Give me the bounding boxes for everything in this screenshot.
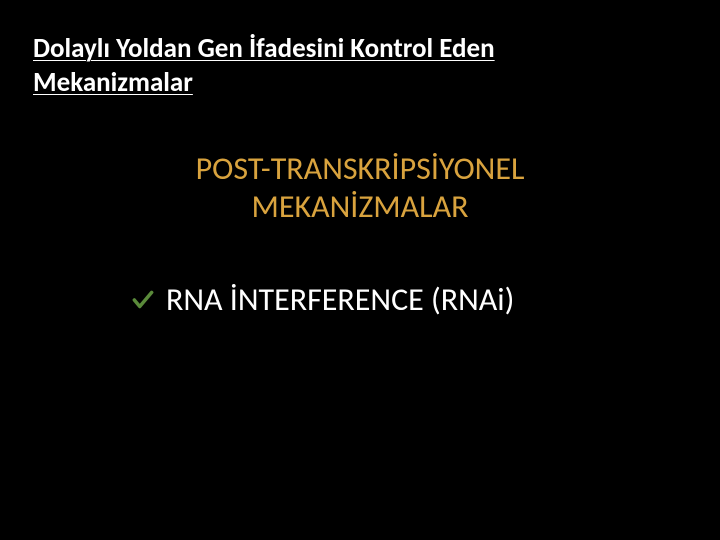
- bullet-text: RNA İNTERFERENCE (RNAi): [166, 280, 514, 319]
- subtitle-line1: POST-TRANSKRİPSİYONEL: [196, 149, 525, 188]
- slide-heading: Dolaylı Yoldan Gen İfadesini Kontrol Ede…: [33, 32, 495, 100]
- bullet-row: RNA İNTERFERENCE (RNAi): [130, 280, 514, 319]
- slide-container: Dolaylı Yoldan Gen İfadesini Kontrol Ede…: [0, 0, 720, 540]
- check-icon: [130, 287, 156, 313]
- heading-line1: Dolaylı Yoldan Gen İfadesini Kontrol Ede…: [33, 32, 495, 65]
- heading-line2: Mekanizmalar: [33, 66, 193, 99]
- subtitle-line2: MEKANİZMALAR: [251, 187, 468, 226]
- slide-subtitle: POST-TRANSKRİPSİYONEL MEKANİZMALAR: [150, 150, 570, 227]
